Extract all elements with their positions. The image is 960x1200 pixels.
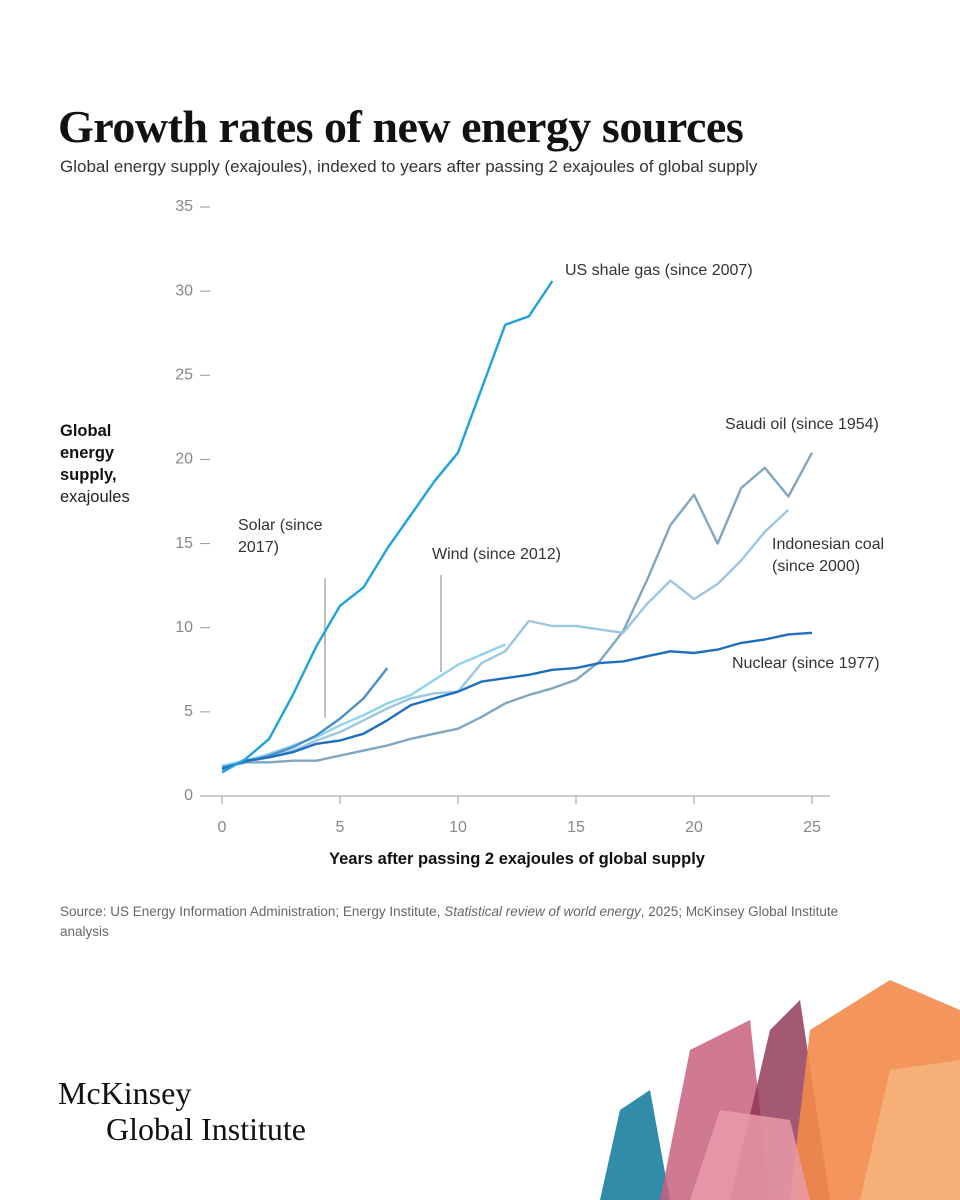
y-tick-label: 15	[175, 535, 193, 552]
decor-shape	[690, 1110, 810, 1200]
y-tick-label: 20	[175, 451, 193, 468]
source-text: , 2025; McKinsey Global Institute analys…	[60, 904, 839, 939]
x-axis-label: Years after passing 2 exajoules of globa…	[329, 850, 705, 868]
y-tick-label: 35	[175, 198, 193, 215]
brand-logo: McKinsey Global Institute	[58, 1075, 306, 1147]
y-tick-label: 30	[175, 282, 193, 299]
y-tick-label: 0	[184, 787, 193, 804]
chart: 0 5 10 15 20 25 30 35 0 5 10 15 20 25	[175, 198, 830, 836]
x-tick-label: 20	[685, 819, 703, 836]
y-axis-label-unit: exajoules	[60, 488, 130, 506]
y-tick-label: 5	[184, 703, 193, 720]
y-tick-label: 10	[175, 619, 193, 636]
decoration	[600, 980, 960, 1200]
brand-line: McKinsey	[58, 1075, 192, 1111]
series-label: Saudi oil (since 1954)	[725, 416, 879, 433]
chart-subtitle: Global energy supply (exajoules), indexe…	[60, 157, 758, 176]
series-label: Nuclear (since 1977)	[732, 655, 880, 672]
series-line	[221, 643, 506, 767]
source-note: Source: US Energy Information Administra…	[60, 902, 890, 942]
chart-title: Growth rates of new energy sources	[58, 101, 744, 152]
x-tick-label: 25	[803, 819, 821, 836]
x-tick-label: 5	[336, 819, 345, 836]
series-label: US shale gas (since 2007)	[565, 262, 753, 279]
x-tick-label: 0	[218, 819, 227, 836]
series-line	[221, 452, 814, 767]
series-line	[221, 509, 790, 767]
series-label: Indonesian coal (since 2000)	[772, 536, 885, 575]
series-line	[221, 280, 554, 774]
y-axis-label-main: Global energy supply,	[60, 422, 117, 484]
decor-shape	[600, 1090, 670, 1200]
decor-shape	[860, 1060, 960, 1200]
series-line	[221, 631, 813, 771]
brand-line: Global Institute	[106, 1111, 306, 1147]
source-italic: Statistical review of world energy	[444, 904, 641, 919]
x-tick-label: 10	[449, 819, 467, 836]
y-tick-label: 25	[175, 367, 193, 384]
series-label: Solar (since 2017)	[238, 517, 323, 556]
series-label: Wind (since 2012)	[432, 546, 561, 563]
source-text: Source: US Energy Information Administra…	[60, 904, 445, 919]
series-line	[221, 667, 389, 769]
y-axis-label: Global energy supply, exajoules	[60, 420, 155, 508]
x-tick-label: 15	[567, 819, 585, 836]
